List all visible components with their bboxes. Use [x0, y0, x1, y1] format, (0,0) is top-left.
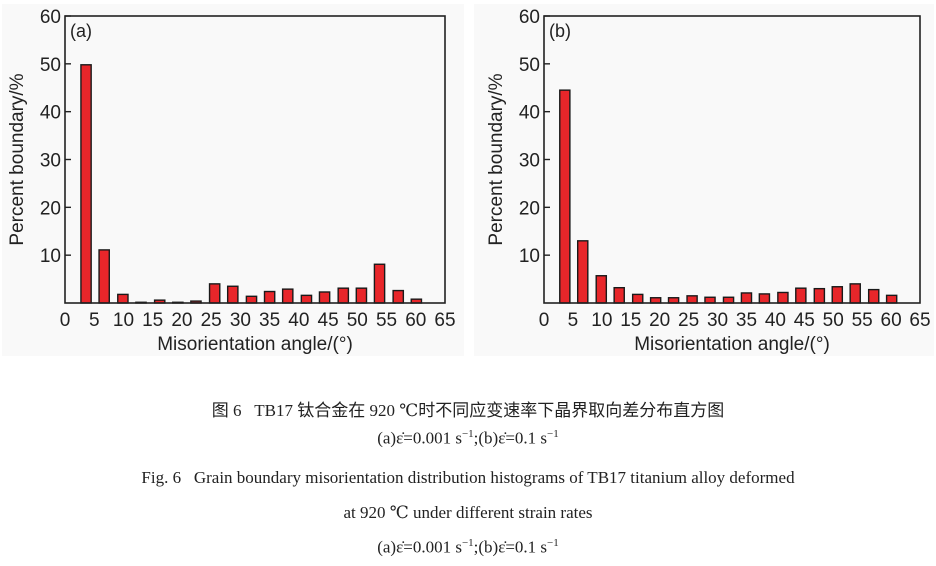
x-tick-label: 50: [823, 310, 844, 331]
bar: [758, 293, 771, 304]
rate-a-sup: −1: [461, 537, 474, 549]
bar: [373, 263, 386, 304]
bar: [337, 287, 350, 304]
bar: [80, 64, 92, 304]
plot-frame: [543, 15, 921, 304]
bar: [849, 283, 861, 304]
plot-frame: [64, 15, 446, 304]
bar: [777, 291, 789, 304]
chart-a-panel: 0 5 10 15 20 25 30 35 40 45 50 55 60 65 10 20 30 40 50 60 Mi…: [2, 4, 464, 356]
x-tick-label: 5: [568, 310, 579, 331]
chart-b-panel: 0 5 10 15 20 25 30 35 40 45 50 55 60 65 10 20 30 40 50 60 Mi…: [474, 4, 934, 356]
caption-english-2: at 920 ℃ under different strain rates: [343, 503, 593, 522]
x-tick-label: 45: [318, 310, 339, 331]
caption-chinese: 图 6 TB17 钛合金在 920 ℃时不同应变速率下晶界取向差分布直方图: [211, 401, 725, 420]
bar: [245, 295, 258, 304]
y-axis-label: Percent boundary/%: [7, 73, 28, 245]
x-tick-label: 20: [649, 310, 670, 331]
panel-label: (a): [70, 21, 92, 41]
y-tick-label: 60: [40, 7, 61, 28]
rate-a: (a)ε̇=0.001 s: [377, 537, 462, 557]
x-tick-label: 20: [171, 310, 192, 331]
x-tick-label: 65: [909, 310, 930, 331]
y-tick-label: 40: [40, 103, 61, 124]
rate-b-sup: −1: [547, 428, 559, 440]
y-tick-label: 50: [40, 55, 61, 76]
x-axis-label: Misorientation angle/(°): [634, 334, 830, 355]
bar: [722, 296, 735, 304]
x-tick-label: 35: [259, 310, 280, 331]
y-tick-label: 30: [519, 151, 540, 172]
bar: [98, 249, 110, 304]
x-tick-label: 55: [852, 310, 873, 331]
x-tick-label: 35: [736, 310, 757, 331]
bar: [226, 285, 239, 304]
rate-b-sup: −1: [547, 537, 559, 549]
x-axis-label: Misorientation angle/(°): [157, 334, 353, 355]
y-tick-label: 20: [40, 198, 61, 219]
y-tick-label: 50: [519, 55, 540, 76]
bar: [355, 287, 368, 304]
x-tick-label: 10: [591, 310, 612, 331]
bar: [281, 288, 294, 304]
bar: [795, 287, 807, 304]
y-axis-label: Percent boundary/%: [486, 73, 507, 245]
x-tick-label: 60: [405, 310, 426, 331]
x-tick-label: 15: [142, 310, 163, 331]
rate-a-sup: −1: [461, 428, 474, 440]
bar: [740, 292, 753, 304]
x-tick-label: 15: [620, 310, 641, 331]
bar: [208, 283, 221, 304]
bar: [318, 291, 331, 304]
x-tick-label: 30: [230, 310, 251, 331]
bar: [613, 286, 625, 304]
x-tick-label: 30: [707, 310, 728, 331]
x-tick-label: 25: [678, 310, 699, 331]
x-tick-label: 65: [434, 310, 455, 331]
bar: [117, 293, 129, 304]
rate-b: ;(b)ε̇=0.1 s: [473, 537, 548, 557]
x-tick-label: 10: [113, 310, 134, 331]
x-tick-label: 60: [881, 310, 902, 331]
x-tick-label: 25: [201, 310, 222, 331]
bar: [576, 240, 589, 304]
bar: [300, 294, 313, 304]
x-tick-label: 40: [288, 310, 309, 331]
bar: [631, 293, 644, 304]
rate-b: ;(b)ε̇=0.1 s: [473, 428, 548, 448]
x-tick-label: 0: [539, 310, 550, 331]
y-tick-label: 20: [519, 198, 540, 219]
y-tick-label: 60: [519, 7, 540, 28]
x-tick-label: 45: [794, 310, 815, 331]
histogram-b: 0 5 10 15 20 25 30 35 40 45 50 55 60 65 10 20 30 40 50 60 Mi…: [486, 7, 931, 355]
bar: [392, 289, 405, 304]
y-tick-label: 40: [519, 103, 540, 124]
bar: [831, 286, 844, 304]
x-tick-label: 50: [347, 310, 368, 331]
caption-rates-en: (a)ε̇=0.001 s−1;(b)ε̇=0.1 s−1: [0, 537, 936, 558]
bar: [867, 288, 880, 304]
bar: [885, 294, 898, 304]
bar: [559, 89, 571, 304]
x-tick-label: 5: [89, 310, 100, 331]
x-tick-label: 40: [765, 310, 786, 331]
bar: [686, 295, 698, 304]
caption-english-1: Fig. 6 Grain boundary misorientation dis…: [141, 468, 795, 487]
panel-label: (b): [549, 21, 571, 41]
histogram-a: 0 5 10 15 20 25 30 35 40 45 50 55 60 65 10 20 30 40 50 60 Mi…: [7, 7, 456, 355]
y-tick-label: 10: [519, 246, 540, 267]
x-tick-label: 55: [376, 310, 397, 331]
y-tick-label: 10: [40, 246, 61, 267]
bar: [704, 296, 716, 304]
bar: [263, 290, 276, 304]
x-tick-label: 0: [60, 310, 71, 331]
y-tick-label: 30: [40, 151, 61, 172]
bar: [595, 275, 608, 304]
rate-a: (a)ε̇=0.001 s: [377, 428, 462, 448]
bar: [813, 287, 826, 304]
caption-rates-cn: (a)ε̇=0.001 s−1;(b)ε̇=0.1 s−1: [0, 428, 936, 449]
